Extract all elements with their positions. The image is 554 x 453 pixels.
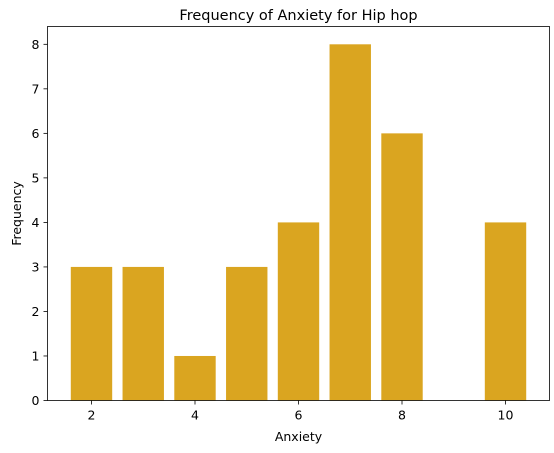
y-tick-label-4: 4 [32, 215, 40, 230]
y-tick-label-0: 0 [32, 393, 40, 408]
y-tick-label-6: 6 [32, 126, 40, 141]
y-tick-label-2: 2 [32, 304, 40, 319]
y-tick-label-8: 8 [32, 37, 40, 52]
y-tick-label-3: 3 [32, 259, 40, 274]
bar-6 [277, 222, 320, 401]
x-tick-label-8: 8 [398, 408, 406, 423]
bar-2 [70, 266, 113, 401]
x-axis-ticks: 2 4 6 8 10 [88, 400, 514, 423]
y-axis-ticks: 0 1 2 3 4 5 6 7 8 [32, 37, 48, 408]
bars-group [70, 44, 527, 401]
y-axis-label: Frequency [9, 181, 24, 246]
bar-7 [329, 44, 371, 401]
x-tick-label-10: 10 [498, 408, 514, 423]
y-tick-label-7: 7 [32, 81, 40, 96]
x-tick-label-4: 4 [191, 408, 199, 423]
bar-8 [381, 133, 423, 401]
x-tick-label-2: 2 [88, 408, 96, 423]
bar-3 [122, 266, 164, 401]
x-tick-label-6: 6 [295, 408, 303, 423]
y-tick-label-5: 5 [32, 170, 40, 185]
x-axis-label: Anxiety [275, 429, 323, 444]
chart-title: Frequency of Anxiety for Hip hop [179, 8, 417, 24]
bar-4 [174, 355, 216, 401]
y-tick-label-1: 1 [32, 348, 40, 363]
bar-10 [484, 222, 527, 401]
bar-5 [226, 266, 268, 401]
